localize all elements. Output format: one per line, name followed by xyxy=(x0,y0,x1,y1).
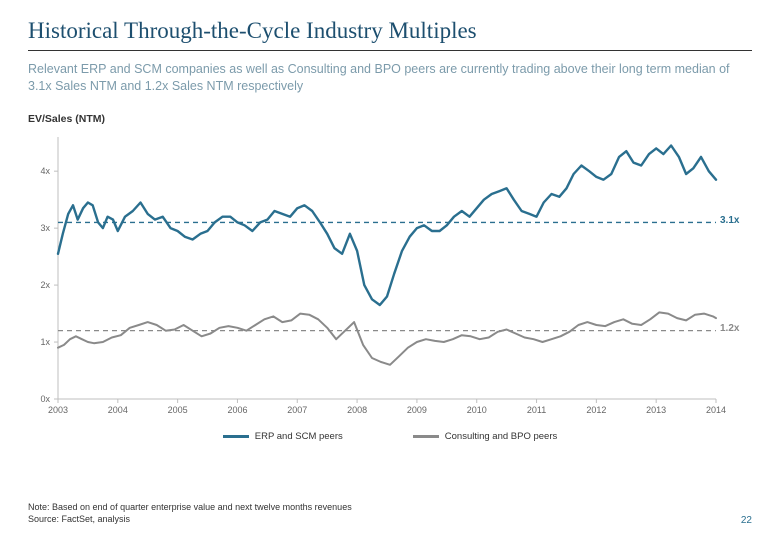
footnote-note: Note: Based on end of quarter enterprise… xyxy=(28,501,352,514)
legend-label-bpo: Consulting and BPO peers xyxy=(445,431,557,442)
svg-text:2008: 2008 xyxy=(347,405,367,415)
reference-label-3-1x: 3.1x xyxy=(720,215,739,226)
page-title: Historical Through-the-Cycle Industry Mu… xyxy=(28,18,752,51)
legend-item-erp-scm: ERP and SCM peers xyxy=(223,431,343,442)
legend-swatch-erp xyxy=(223,435,249,438)
line-chart: 0x 1x 2x 3x 4x 2003 2004 2005 2006 2007 2008 2009 20… xyxy=(28,131,752,421)
svg-text:3x: 3x xyxy=(40,223,50,233)
svg-text:1x: 1x xyxy=(40,337,50,347)
chart-container: 0x 1x 2x 3x 4x 2003 2004 2005 2006 2007 2008 2009 20… xyxy=(28,131,752,421)
svg-text:0x: 0x xyxy=(40,394,50,404)
legend-label-erp: ERP and SCM peers xyxy=(255,431,343,442)
footnote-source: Source: FactSet, analysis xyxy=(28,513,352,526)
svg-text:2010: 2010 xyxy=(467,405,487,415)
svg-text:2012: 2012 xyxy=(586,405,606,415)
svg-text:2006: 2006 xyxy=(227,405,247,415)
page-number: 22 xyxy=(741,515,752,526)
svg-text:2003: 2003 xyxy=(48,405,68,415)
legend-item-consulting-bpo: Consulting and BPO peers xyxy=(413,431,557,442)
svg-text:2013: 2013 xyxy=(646,405,666,415)
svg-text:2x: 2x xyxy=(40,280,50,290)
svg-text:2011: 2011 xyxy=(527,405,546,415)
footnote: Note: Based on end of quarter enterprise… xyxy=(28,501,352,526)
svg-text:2009: 2009 xyxy=(407,405,427,415)
legend-swatch-bpo xyxy=(413,435,439,438)
svg-text:2014: 2014 xyxy=(706,405,726,415)
svg-text:2004: 2004 xyxy=(108,405,128,415)
svg-text:4x: 4x xyxy=(40,166,50,176)
svg-text:2007: 2007 xyxy=(287,405,307,415)
chart-metric-label: EV/Sales (NTM) xyxy=(28,113,752,125)
reference-label-1-2x: 1.2x xyxy=(720,323,739,334)
chart-legend: ERP and SCM peers Consulting and BPO pee… xyxy=(28,431,752,442)
page-subtitle: Relevant ERP and SCM companies as well a… xyxy=(28,61,752,95)
svg-text:2005: 2005 xyxy=(168,405,188,415)
